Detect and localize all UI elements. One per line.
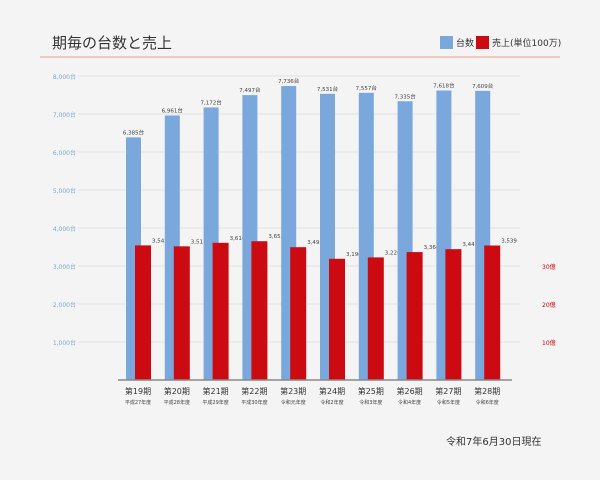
units-data-label: 7,736台 [278, 77, 300, 85]
category-label: 第23期 [280, 386, 306, 396]
sales-bar [406, 252, 423, 380]
units-data-label: 6,385台 [123, 128, 145, 136]
category-sublabel: 令和元年度 [281, 399, 306, 406]
category-label: 第21期 [203, 386, 229, 396]
category-sublabel: 平成28年度 [164, 399, 190, 406]
sales-bar [290, 247, 307, 380]
legend-units: 台数 [440, 36, 474, 49]
sales-data-label: 3,542 [152, 238, 168, 244]
sales-data-label: 3,652 [268, 234, 284, 240]
left-tick-label: 5,000台 [53, 187, 76, 195]
sales-bar [367, 257, 384, 380]
right-tick-label: 30億 [542, 263, 556, 271]
units-data-label: 7,497台 [239, 86, 261, 94]
sales-bar [329, 258, 345, 380]
date-note: 令和7年6月30日現在 [446, 437, 542, 448]
left-tick-label: 1,000台 [53, 339, 76, 347]
category-label: 第24期 [319, 386, 345, 396]
category-sublabel: 令和6年度 [476, 399, 499, 406]
header-divider [40, 56, 560, 58]
category-sublabel: 平成30年度 [241, 399, 267, 406]
units-data-label: 7,618台 [433, 82, 455, 90]
left-tick-label: 4,000台 [53, 225, 76, 233]
category-label: 第27期 [435, 386, 461, 396]
category-sublabel: 令和3年度 [359, 399, 382, 406]
left-tick-label: 6,000台 [53, 149, 76, 157]
legend-swatch-units [440, 36, 453, 49]
category-sublabel: 平成29年度 [202, 399, 228, 406]
category-sublabel: 平成27年度 [125, 399, 151, 406]
units-data-label: 7,531台 [317, 85, 339, 93]
sales-data-label: 3,610 [230, 236, 246, 242]
sales-data-label: 3,190 [346, 252, 362, 258]
sales-data-label: 3,366 [424, 245, 440, 251]
left-tick-label: 7,000台 [53, 111, 76, 119]
category-sublabel: 令和5年度 [437, 399, 460, 406]
right-tick-label: 10億 [542, 339, 556, 347]
right-tick-label: 20億 [542, 301, 556, 309]
left-tick-label: 2,000台 [53, 301, 76, 309]
units-data-label: 7,609台 [472, 82, 494, 90]
units-data-label: 7,172台 [200, 98, 222, 106]
category-label: 第22期 [241, 386, 267, 396]
legend-label-units: 台数 [456, 39, 475, 49]
sales-data-label: 3,443 [462, 242, 478, 248]
sales-bar [173, 246, 190, 380]
legend-sales: 売上(単位100万) [476, 36, 561, 49]
sales-bar [212, 242, 229, 380]
category-sublabel: 令和2年度 [320, 399, 343, 406]
category-sublabel: 令和4年度 [398, 399, 421, 406]
sales-bar [484, 245, 501, 380]
legend-swatch-sales [476, 36, 489, 49]
sales-data-label: 3,539 [501, 239, 517, 245]
sales-data-label: 3,495 [307, 240, 323, 246]
units-data-label: 7,335台 [394, 92, 416, 100]
units-data-label: 6,961台 [162, 106, 184, 114]
sales-bar [135, 245, 151, 380]
chart-title: 期毎の台数と売上 [52, 34, 173, 52]
category-label: 第20期 [164, 386, 190, 396]
legend-label-sales: 売上(単位100万) [492, 39, 562, 49]
category-label: 第28期 [474, 386, 500, 396]
units-data-label: 7,557台 [356, 84, 378, 92]
sales-data-label: 3,226 [385, 250, 401, 256]
sales-data-label: 3,517 [191, 239, 207, 245]
sales-bar [251, 241, 268, 380]
category-label: 第25期 [358, 386, 384, 396]
category-label: 第19期 [125, 386, 151, 396]
category-label: 第26期 [397, 386, 423, 396]
left-tick-label: 8,000台 [53, 73, 76, 81]
left-tick-label: 3,000台 [53, 263, 76, 271]
sales-bar [445, 249, 462, 380]
